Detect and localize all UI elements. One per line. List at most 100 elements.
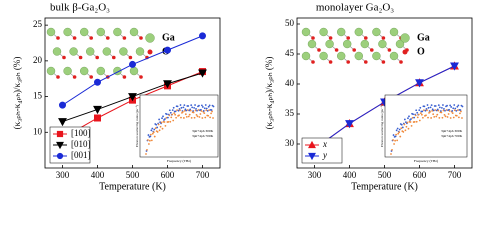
inset-frame [384,94,468,158]
inset-dot [147,134,150,136]
inset-dot [420,113,423,116]
figure: bulk β-Ga₂O₃ Temperature (K) (κ₃ₚₕ-κ₄ₚₕ)/κ… [12,2,473,192]
inset-dot [454,107,457,110]
ga-atom [96,27,106,37]
inset-dot [461,105,464,108]
y-tick-label: 50 [285,18,295,28]
data-point [128,93,137,102]
x-tick-label: 700 [196,170,210,180]
ga-atom [46,66,56,76]
legend-marker [56,130,64,138]
inset-dot [417,113,420,116]
inset-dot [176,109,178,112]
data-point [164,46,171,54]
inset-dot [449,104,452,107]
inset-dot [407,127,410,130]
data-point [58,118,67,127]
data-point [59,101,66,109]
inset-dot [192,111,195,114]
inset-dot [149,133,152,136]
ga-atom [113,27,122,37]
inset-dot [204,116,207,119]
structure-legend-label: O [417,46,425,57]
inset-dot [156,131,159,133]
y-tick-label: 35 [285,108,295,118]
o-atom [106,36,110,40]
ga-atom [79,66,89,76]
inset-dot [450,106,453,108]
inset-dot [193,116,196,119]
inset-dot [434,105,437,107]
inset-dot [403,118,406,121]
inset-dot [187,115,190,118]
inset-dot [447,113,450,115]
inset-dot [165,116,168,119]
inset-dot [193,106,196,109]
inset-dot [195,113,198,116]
ga-atom [389,27,399,37]
inset-dot [431,108,434,111]
inset-dot [441,116,444,119]
inset-dot [210,112,212,115]
o-atom [95,55,99,60]
inset-dot [183,104,186,107]
inset-dot [164,118,166,120]
inset-dot [200,110,203,112]
inset-dot [402,131,405,133]
inset-dot [441,106,443,109]
chart-title: bulk β-Ga₂O₃ [50,2,110,14]
chart-title: monolayer Ga₂O₃ [316,2,394,14]
y-axis-label: (κ₃ₚₕ-κ₄ₚₕ)/κ₃ₚₕ (%) [264,57,274,130]
o-atom [328,36,333,40]
x-axis-label: Temperature (K) [99,181,166,192]
inset-dot [200,104,203,107]
inset-dot [194,104,196,106]
inset-dot [452,116,455,119]
inset-dot [180,106,183,109]
inset-dot [204,104,207,106]
inset-dot [443,113,446,116]
inset-dot [427,106,430,109]
inset-dot [157,123,160,126]
inset-dot [192,110,195,112]
inset-dot [399,135,402,138]
inset-dot [168,114,171,117]
legend-label: [001] [71,150,91,160]
inset-dot [423,105,426,108]
inset-x-label: Frequency (THz) [167,159,192,163]
x-tick-label: 400 [343,170,357,180]
inset-dot [207,114,210,117]
inset-dot [206,109,209,112]
inset-dot [169,111,172,114]
inset-dot [442,109,445,112]
inset-dot [407,117,409,120]
inset-dot [415,120,418,123]
inset-dot [390,153,392,155]
inset-dot [457,116,460,119]
inset-dot [435,115,438,118]
o-atom [128,55,133,60]
inset-dot [158,118,161,121]
data-point [129,60,136,68]
structure-legend-label: Ga [162,32,175,43]
legend-box [301,137,343,164]
inset-dot [190,104,193,107]
inset-dot [430,104,433,107]
data-point [198,69,207,78]
inset-dot [405,121,407,124]
inset-dot [438,116,441,119]
inset-dot [203,107,206,110]
inset-dot [413,121,416,123]
inset-dot [185,109,188,112]
inset-dot [160,121,163,124]
inset-legend: 3ph+4ph 700K [441,134,463,138]
ga-atom [79,27,89,37]
ga-atom [372,51,381,61]
inset-dot [151,127,154,130]
inset-dot [419,112,422,115]
inset-dot [179,109,181,112]
data-point [199,32,206,40]
o-atom [387,48,392,52]
inset-dot [443,108,445,110]
inset-dot [432,113,435,116]
